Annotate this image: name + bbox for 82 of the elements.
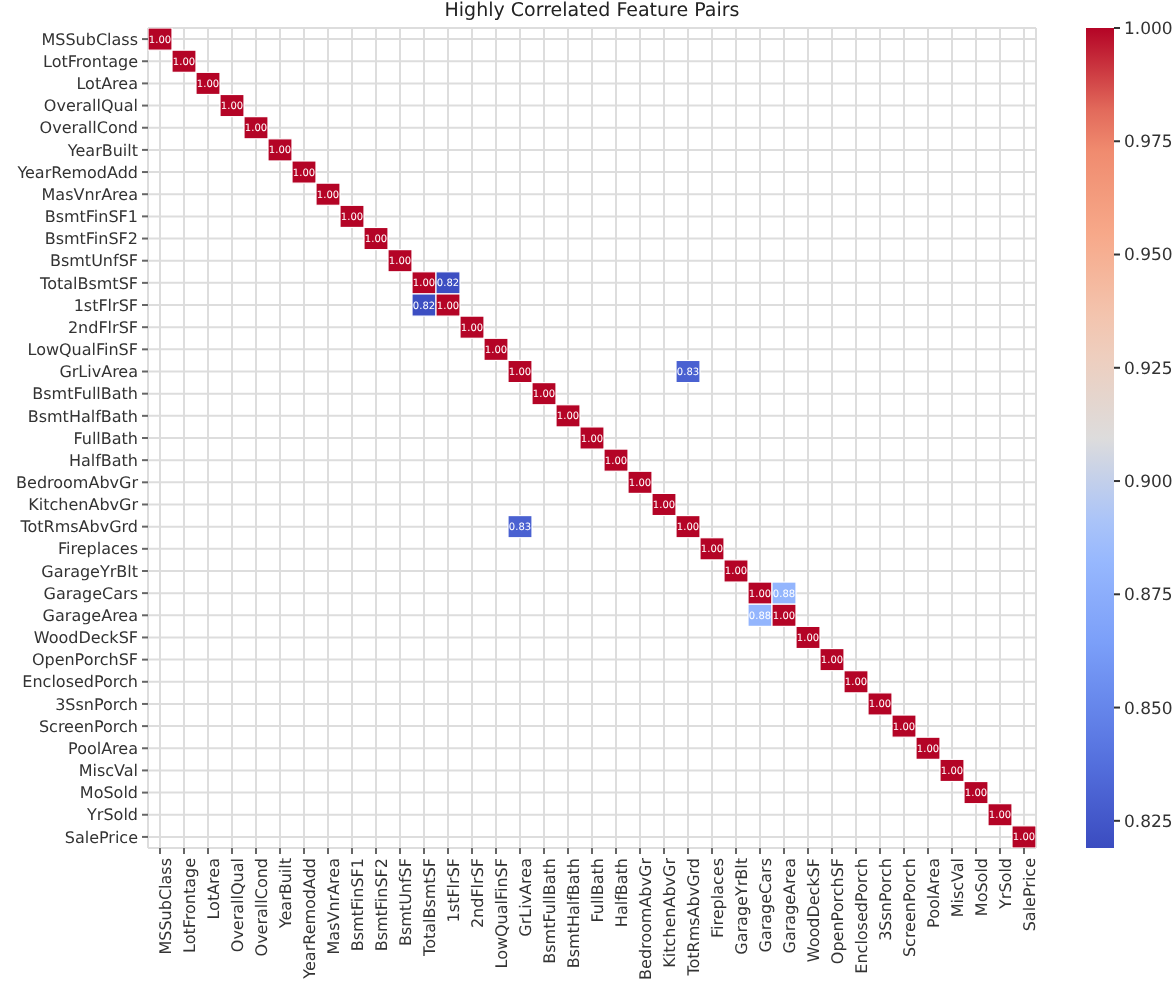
x-tick-label: LotFrontage bbox=[181, 857, 200, 953]
y-tick-label: GarageArea bbox=[42, 606, 139, 625]
y-tick-label: PoolArea bbox=[68, 739, 139, 758]
y-tick-label: Fireplaces bbox=[58, 540, 138, 559]
x-tick-label: ScreenPorch bbox=[901, 858, 920, 958]
x-tick-label: WoodDeckSF bbox=[805, 857, 824, 963]
x-tick-label: LotArea bbox=[205, 857, 224, 920]
color-bar-label: 1.000 bbox=[1124, 19, 1172, 40]
y-tick-label: BedroomAbvGr bbox=[16, 474, 140, 492]
x-tick-label: LowQualFinSF bbox=[493, 857, 512, 969]
y-tick-label: ScreenPorch bbox=[38, 717, 138, 736]
x-tick-label: BsmtHalfBath bbox=[565, 858, 584, 969]
y-tick-label: GarageYrBlt bbox=[41, 562, 138, 581]
y-tick-label: LotArea bbox=[76, 75, 139, 94]
y-tick-label: FullBath bbox=[73, 429, 138, 448]
x-tick-label: HalfBath bbox=[613, 858, 632, 928]
color-bar-label: 0.900 bbox=[1124, 472, 1172, 493]
x-tick-label: EnclosedPorch bbox=[853, 858, 872, 974]
y-tick-label: 3SsnPorch bbox=[55, 695, 138, 714]
x-tick-label: BedroomAbvGr bbox=[637, 856, 656, 980]
x-tick-label: YearRemodAdd bbox=[301, 858, 320, 981]
x-tick-label: Fireplaces bbox=[709, 858, 728, 938]
x-tick-label: MoSold bbox=[973, 858, 992, 917]
x-tick-label: BsmtFinSF2 bbox=[373, 858, 392, 952]
x-tick-label: TotalBsmtSF bbox=[421, 857, 440, 958]
y-tick-label: OverallCond bbox=[39, 119, 138, 138]
color-bar-label: 0.950 bbox=[1124, 246, 1172, 267]
y-tick-label: YearRemodAdd bbox=[15, 163, 138, 182]
x-tick-label: GarageArea bbox=[781, 857, 800, 954]
y-tick-label: YrSold bbox=[85, 806, 138, 825]
y-tick-label: EnclosedPorch bbox=[22, 673, 138, 692]
x-tick-label: BsmtUnfSF bbox=[397, 857, 416, 947]
y-tick-label: LowQualFinSF bbox=[27, 341, 139, 360]
color-bar-label: 0.850 bbox=[1124, 699, 1172, 720]
color-bar-label: 0.825 bbox=[1124, 812, 1172, 833]
y-tick-label: SalePrice bbox=[64, 828, 139, 847]
y-tick-label: LotFrontage bbox=[43, 52, 139, 71]
y-tick-label: BsmtFinSF1 bbox=[44, 208, 138, 227]
x-tick-label: FullBath bbox=[589, 858, 608, 923]
y-tick-label: BsmtFullBath bbox=[32, 385, 138, 404]
y-tick-label: TotRmsAbvGrd bbox=[18, 518, 138, 537]
y-tick-label: TotalBsmtSF bbox=[38, 274, 139, 293]
y-tick-label: GrLivArea bbox=[59, 363, 139, 382]
x-tick-label: OverallCond bbox=[253, 858, 272, 957]
y-tick-label: 2ndFlrSF bbox=[67, 318, 139, 337]
x-tick-label: MasVnrArea bbox=[325, 857, 344, 955]
y-tick-label: MasVnrArea bbox=[41, 185, 139, 204]
x-tick-label: 2ndFlrSF bbox=[469, 857, 488, 929]
y-tick-label: KitchenAbvGr bbox=[28, 496, 140, 515]
x-tick-label: GarageCars bbox=[757, 858, 776, 953]
color-bar-label: 0.875 bbox=[1124, 586, 1172, 607]
y-tick-label: HalfBath bbox=[68, 451, 138, 470]
x-tick-label: GrLivArea bbox=[517, 857, 536, 937]
x-tick-label: MiscVal bbox=[949, 858, 968, 918]
y-tick-label: YearBuilt bbox=[65, 141, 138, 160]
y-tick-label: GarageCars bbox=[43, 584, 138, 603]
x-tick-label: BsmtFinSF1 bbox=[349, 858, 368, 952]
x-tick-label: YearBuilt bbox=[277, 858, 296, 931]
color-bar-label: 0.925 bbox=[1124, 359, 1172, 380]
x-tick-label: SalePrice bbox=[1021, 857, 1040, 932]
color-bar-label: 0.975 bbox=[1124, 133, 1172, 154]
x-tick-label: OpenPorchSF bbox=[829, 857, 848, 965]
y-tick-label: BsmtUnfSF bbox=[49, 252, 139, 271]
y-tick-label: OverallQual bbox=[43, 97, 138, 116]
chart-title: Highly Correlated Feature Pairs bbox=[442, 0, 742, 22]
x-tick-label: KitchenAbvGr bbox=[661, 856, 680, 968]
y-tick-label: OpenPorchSF bbox=[31, 651, 139, 670]
x-tick-label: 1stFlrSF bbox=[445, 857, 464, 923]
x-tick-label: PoolArea bbox=[925, 857, 944, 928]
y-tick-label: 1stFlrSF bbox=[73, 296, 139, 315]
y-tick-label: MiscVal bbox=[78, 762, 138, 781]
y-tick-label: WoodDeckSF bbox=[33, 629, 139, 648]
x-tick-label: TotRmsAbvGrd bbox=[685, 858, 704, 978]
y-tick-label: BsmtHalfBath bbox=[27, 407, 138, 426]
x-tick-label: BsmtFullBath bbox=[541, 858, 560, 964]
x-tick-label: GarageYrBlt bbox=[733, 858, 752, 955]
x-tick-label: 3SsnPorch bbox=[877, 858, 896, 941]
x-tick-label: OverallQual bbox=[229, 858, 248, 953]
x-tick-label: YrSold bbox=[997, 858, 1016, 911]
y-tick-label: MoSold bbox=[79, 784, 138, 803]
y-tick-label: BsmtFinSF2 bbox=[44, 230, 138, 249]
y-tick-label: MSSubClass bbox=[41, 30, 138, 49]
